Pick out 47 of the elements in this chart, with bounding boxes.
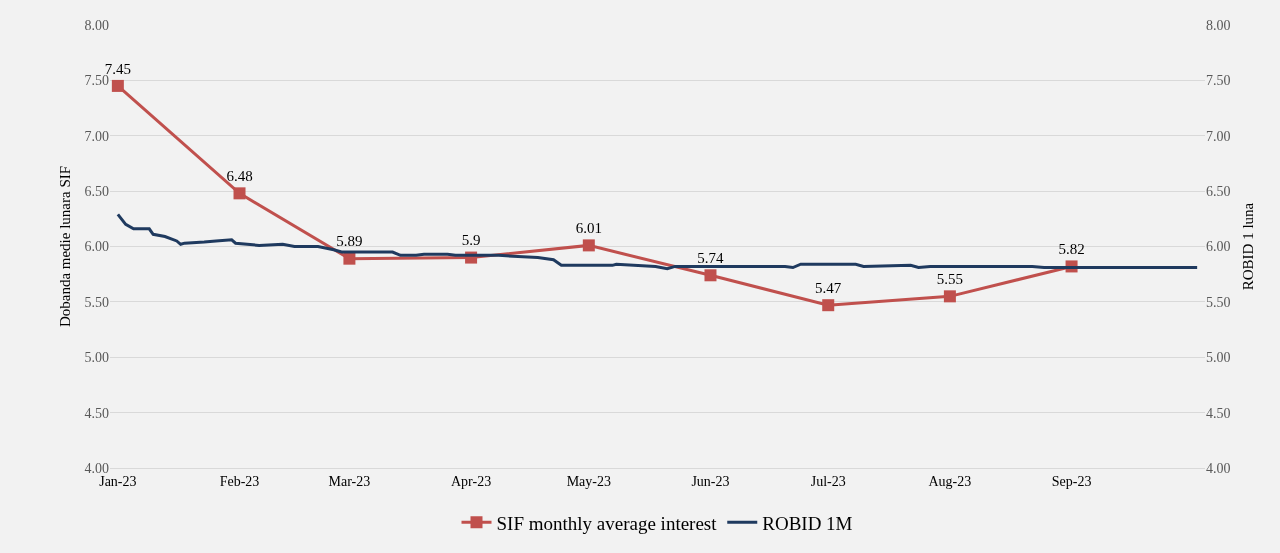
point <box>233 187 246 200</box>
x-tick-label: Feb-23 <box>219 473 260 489</box>
y-tick-label: 6.50 <box>84 184 109 200</box>
data-label: 6.48 <box>226 168 253 185</box>
point <box>111 79 124 92</box>
data-label: 5.55 <box>936 271 964 288</box>
y2-tick-label: 5.50 <box>1206 294 1231 310</box>
data-label: 5.89 <box>336 233 363 250</box>
data-label: 5.82 <box>1058 241 1085 258</box>
data-label: 5.9 <box>461 232 481 249</box>
x-tick-label: Jan-23 <box>99 473 137 489</box>
y-tick-label: 4.00 <box>84 460 109 476</box>
x-tick-label: Aug-23 <box>928 473 972 489</box>
y-tick-label: 8.00 <box>84 17 109 33</box>
y-tick-label: 6.00 <box>84 239 109 255</box>
point <box>704 269 717 282</box>
y2-tick-label: 4.50 <box>1206 405 1231 421</box>
data-label: 5.74 <box>697 250 725 267</box>
y-tick-label: 4.50 <box>84 405 109 421</box>
x-tick-label: Jul-23 <box>810 473 846 489</box>
x-tick-label: May-23 <box>566 473 611 489</box>
y2-tick-label: 5.00 <box>1206 350 1231 366</box>
y2-axis-title: ROBID 1 luna <box>1239 202 1256 291</box>
y2-tick-label: 7.50 <box>1206 73 1231 89</box>
legend-label: ROBID 1M <box>762 512 853 534</box>
x-tick-label: Sep-23 <box>1051 473 1092 489</box>
line-series <box>116 212 1199 271</box>
data-label: 5.47 <box>815 279 842 296</box>
y2-tick-label: 7.00 <box>1206 128 1231 144</box>
y-axis-title: Dobanda medie lunara SIF <box>57 165 73 328</box>
y2-tick-label: 8.00 <box>1206 17 1231 33</box>
point <box>943 290 956 303</box>
y-tick-label: 5.00 <box>84 350 109 366</box>
point <box>822 299 835 312</box>
point <box>343 252 356 265</box>
y-tick-label: 5.50 <box>84 294 109 310</box>
data-label: 6.01 <box>575 220 602 237</box>
point <box>582 239 595 252</box>
y2-tick-label: 6.00 <box>1206 239 1231 255</box>
x-tick-label: Mar-23 <box>328 473 371 489</box>
x-tick-label: Apr-23 <box>451 473 492 489</box>
y2-tick-label: 4.00 <box>1206 460 1231 476</box>
y-tick-label: 7.50 <box>84 73 109 89</box>
y-tick-label: 7.00 <box>84 128 109 144</box>
y2-tick-label: 6.50 <box>1206 184 1231 200</box>
legend-label: SIF monthly average interest <box>496 512 718 534</box>
x-tick-label: Jun-23 <box>691 473 730 489</box>
